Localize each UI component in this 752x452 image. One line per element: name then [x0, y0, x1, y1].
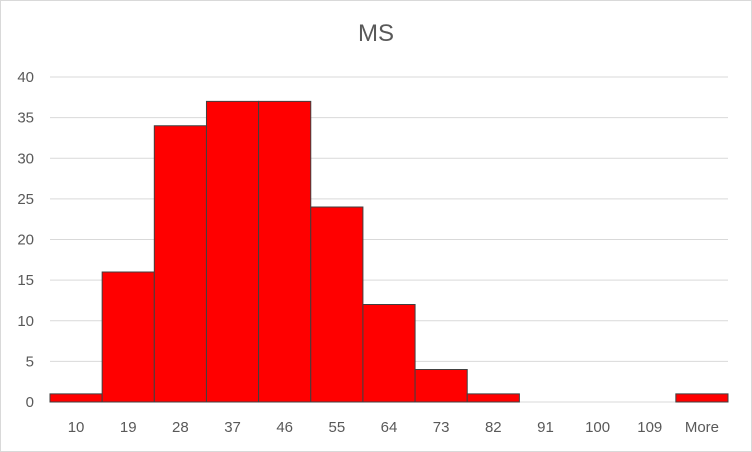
x-axis-labels: 10 19 28 37 46 55 64 73 82 91 100 109 More: [68, 419, 719, 436]
y-tick-label: 20: [17, 232, 34, 249]
x-tick-label: 109: [637, 419, 662, 436]
x-tick-label: 46: [276, 419, 293, 436]
histogram-bar-10: [49, 393, 103, 403]
x-tick-label: 91: [537, 419, 554, 436]
y-tick-label: 10: [17, 313, 34, 330]
x-tick-label: 55: [329, 419, 346, 436]
y-tick-label: 15: [17, 272, 34, 289]
y-tick-label: 30: [17, 150, 34, 167]
x-tick-label: More: [685, 419, 719, 436]
y-tick-label: 25: [17, 191, 34, 208]
y-tick-label: 0: [26, 394, 34, 411]
histogram-bar-More: [675, 393, 729, 403]
y-axis-labels: 0 5 10 15 20 25 30 35 40: [17, 69, 34, 411]
histogram-bar-82: [466, 393, 520, 403]
x-tick-label: 37: [224, 419, 241, 436]
histogram-bar-73: [414, 369, 468, 403]
histogram-bar-46: [258, 100, 312, 403]
histogram-bar-64: [362, 304, 416, 403]
x-tick-label: 19: [120, 419, 137, 436]
x-tick-label: 82: [485, 419, 502, 436]
x-tick-label: 100: [585, 419, 610, 436]
histogram-bar-28: [153, 125, 207, 403]
histogram-bar-19: [101, 271, 155, 403]
x-tick-label: 73: [433, 419, 450, 436]
x-tick-label: 10: [68, 419, 85, 436]
y-tick-label: 40: [17, 69, 34, 86]
chart-title: MS: [358, 20, 394, 47]
histogram-bar-55: [310, 206, 364, 403]
y-tick-label: 5: [26, 353, 34, 370]
x-tick-label: 64: [381, 419, 398, 436]
bars-layer: [49, 100, 729, 403]
histogram-bar-37: [205, 100, 260, 403]
y-tick-label: 35: [17, 110, 34, 127]
x-tick-label: 28: [172, 419, 189, 436]
